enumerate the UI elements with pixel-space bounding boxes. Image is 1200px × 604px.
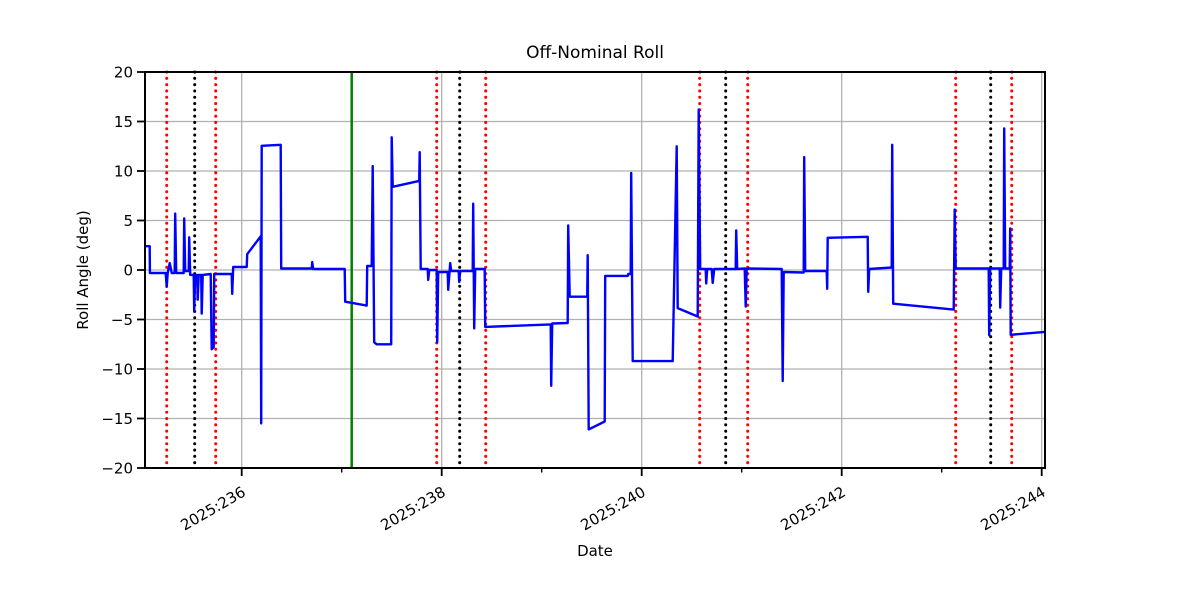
y-tick-label: 15 — [114, 113, 133, 131]
y-tick-label: 20 — [114, 64, 133, 82]
y-tick-label: −15 — [101, 410, 133, 428]
chart-title: Off-Nominal Roll — [526, 43, 664, 63]
data-polyline — [144, 108, 1046, 431]
y-tick-label: −10 — [101, 361, 133, 379]
y-tick-label: 0 — [123, 262, 133, 280]
tick-marks-and-labels: 2025:236 2025:238 2025:240 2025:242 2025:244… — [101, 64, 1048, 535]
roll-series — [144, 108, 1046, 431]
x-tick-label: 2025:244 — [977, 483, 1048, 535]
y-axis-label: Roll Angle (deg) — [74, 210, 92, 329]
grid-lines — [145, 71, 1045, 469]
x-axis-label: Date — [577, 542, 613, 560]
y-tick-label: 5 — [123, 212, 133, 230]
x-tick-label: 2025:238 — [377, 483, 448, 535]
x-tick-label: 2025:236 — [177, 483, 248, 535]
x-tick-label: 2025:240 — [577, 483, 648, 535]
y-tick-label: 10 — [114, 163, 133, 181]
event-lines — [165, 70, 1014, 470]
y-tick-label: −5 — [111, 311, 133, 329]
x-tick-label: 2025:242 — [777, 483, 848, 535]
y-tick-label: −20 — [101, 460, 133, 478]
